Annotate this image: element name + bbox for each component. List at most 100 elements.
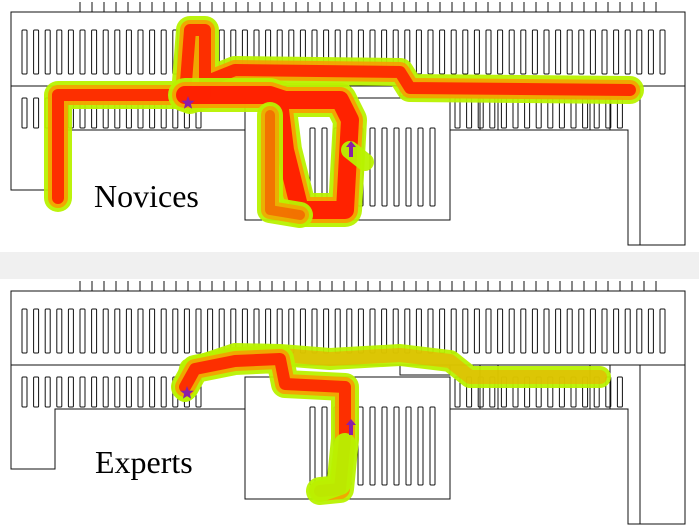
department-shelf <box>369 406 376 486</box>
lower-shelf <box>616 376 623 408</box>
upper-shelf <box>566 308 573 354</box>
lower-shelf <box>114 376 121 408</box>
upper-shelf <box>485 29 492 75</box>
experts-panel: Experts <box>0 279 699 531</box>
upper-shelf <box>323 308 330 354</box>
upper-shelf <box>102 308 109 354</box>
upper-shelf <box>125 308 132 354</box>
start-star-icon <box>181 96 195 109</box>
department-shelf <box>309 406 316 486</box>
upper-shelf <box>56 29 63 75</box>
upper-shelf <box>44 308 51 354</box>
upper-shelf <box>462 308 469 354</box>
upper-shelf <box>56 308 63 354</box>
upper-shelf <box>508 308 515 354</box>
lower-shelf <box>102 376 109 408</box>
upper-shelf <box>647 308 654 354</box>
upper-shelf <box>555 29 562 75</box>
upper-shelf <box>589 308 596 354</box>
upper-shelf <box>497 29 504 75</box>
upper-shelf <box>195 308 202 354</box>
upper-shelf <box>647 29 654 75</box>
upper-shelf <box>439 29 446 75</box>
lower-shelf <box>160 376 167 408</box>
upper-shelf <box>137 29 144 75</box>
upper-shelf <box>67 29 74 75</box>
heat-high <box>265 110 305 220</box>
upper-shelf <box>21 29 28 75</box>
upper-shelf <box>485 308 492 354</box>
department-shelf <box>381 127 388 207</box>
end-arrow-icon <box>346 141 356 157</box>
lower-shelf <box>44 376 51 408</box>
upper-shelf <box>149 308 156 354</box>
upper-shelf <box>33 29 40 75</box>
upper-shelf <box>33 308 40 354</box>
heat-high <box>176 86 359 219</box>
lower-shelf <box>67 376 74 408</box>
lower-shelf <box>56 376 63 408</box>
heatmap-trail <box>171 343 611 505</box>
upper-shelf <box>149 29 156 75</box>
upper-shelf <box>543 29 550 75</box>
novices-panel: Novices <box>0 0 699 252</box>
upper-shelf <box>67 308 74 354</box>
upper-shelf <box>114 308 121 354</box>
heat-mid <box>261 106 309 224</box>
upper-shelf <box>566 29 573 75</box>
department-shelf <box>405 127 412 207</box>
department-shelf <box>429 127 436 207</box>
upper-shelf <box>439 308 446 354</box>
upper-shelf <box>601 308 608 354</box>
upper-shelf <box>311 308 318 354</box>
upper-shelf <box>531 308 538 354</box>
upper-shelf <box>172 308 179 354</box>
upper-shelf <box>102 29 109 75</box>
heat-low <box>309 433 356 502</box>
upper-shelf <box>137 308 144 354</box>
upper-shelf <box>462 29 469 75</box>
floorplan-map-experts <box>10 281 686 525</box>
upper-shelf <box>578 308 585 354</box>
department-shelf <box>393 406 400 486</box>
upper-shelf <box>207 308 214 354</box>
upper-shelf <box>520 29 527 75</box>
upper-shelf <box>531 29 538 75</box>
upper-shelf <box>79 308 86 354</box>
upper-shelf <box>613 308 620 354</box>
upper-shelf <box>21 308 28 354</box>
upper-shelf <box>183 308 190 354</box>
lower-shelf <box>454 97 461 129</box>
upper-shelf <box>589 29 596 75</box>
upper-shelf <box>520 308 527 354</box>
panel-label-novices: Novices <box>94 178 199 214</box>
department-shelf <box>321 406 328 486</box>
upper-shelf <box>601 29 608 75</box>
upper-shelf <box>160 308 167 354</box>
start-star-icon <box>180 386 194 399</box>
upper-shelf <box>427 29 434 75</box>
floorplan-map-novices <box>10 2 686 246</box>
department-shelf <box>417 127 424 207</box>
upper-shelf <box>334 308 341 354</box>
lower-shelf <box>79 376 86 408</box>
upper-shelf <box>624 308 631 354</box>
upper-shelf <box>450 29 457 75</box>
upper-shelf <box>659 308 666 354</box>
upper-shelf <box>497 308 504 354</box>
upper-shelf <box>508 29 515 75</box>
upper-shelf <box>473 29 480 75</box>
upper-shelf <box>543 308 550 354</box>
lower-shelf <box>91 376 98 408</box>
department-shelf <box>429 406 436 486</box>
lower-shelf <box>33 97 40 129</box>
end-arrow-icon <box>346 419 356 435</box>
upper-shelf <box>44 29 51 75</box>
department-shelf <box>405 406 412 486</box>
upper-shelf <box>613 29 620 75</box>
upper-shelf <box>624 29 631 75</box>
upper-shelf <box>555 308 562 354</box>
upper-shelf <box>346 308 353 354</box>
upper-shelf <box>450 308 457 354</box>
upper-shelf <box>659 29 666 75</box>
